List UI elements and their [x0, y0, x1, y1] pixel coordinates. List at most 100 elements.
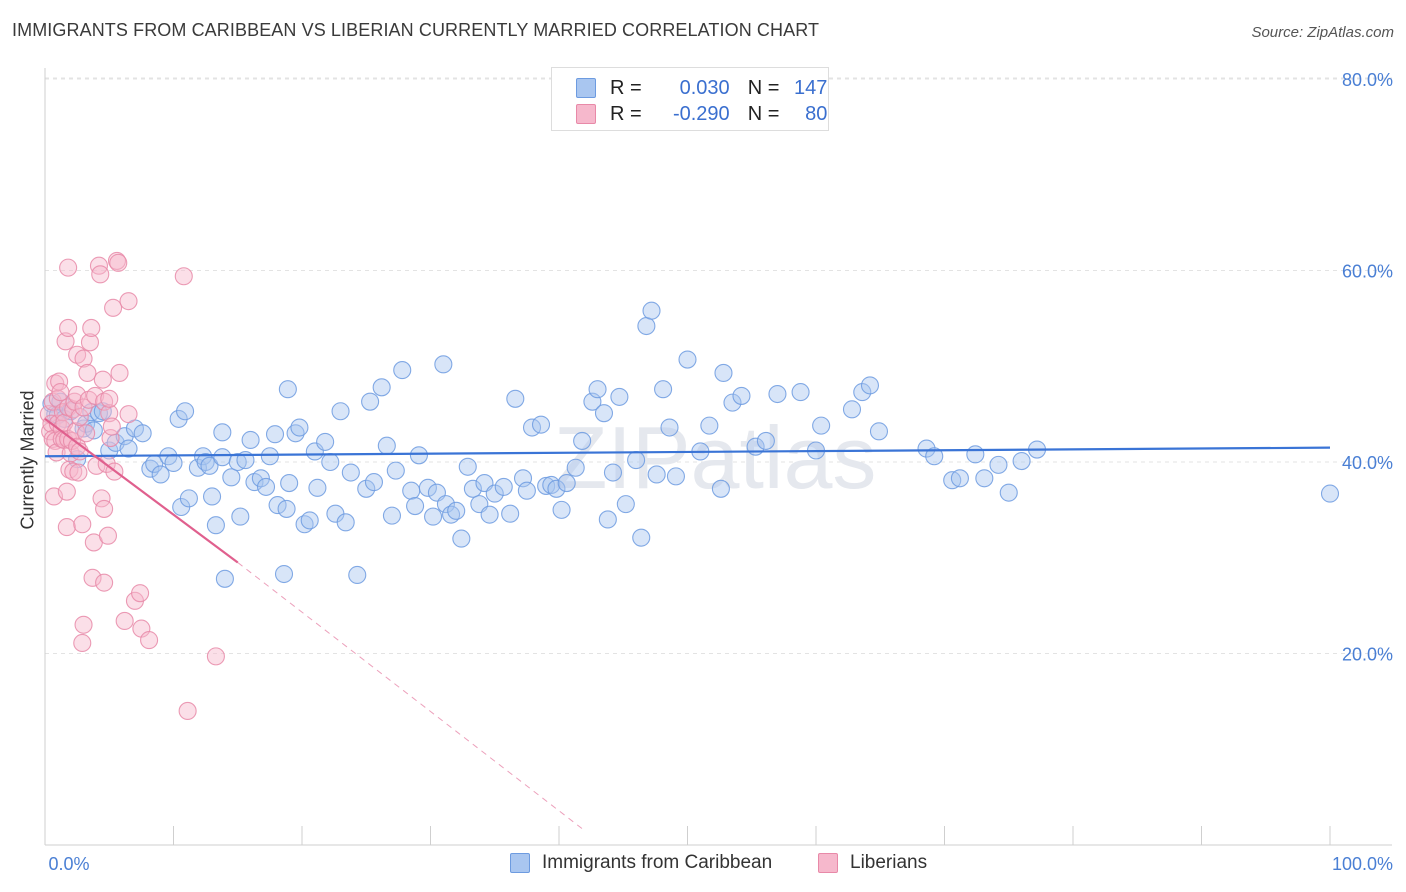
liberian-point — [140, 631, 159, 650]
caribbean-point — [424, 507, 443, 526]
caribbean-point — [700, 416, 719, 435]
caribbean-point — [231, 507, 250, 526]
caribbean-point — [277, 499, 296, 518]
caribbean-point — [989, 455, 1008, 474]
liberian-point — [80, 333, 100, 352]
liberian-point — [74, 615, 93, 634]
caribbean-point — [480, 505, 499, 524]
caribbean-point — [213, 423, 232, 442]
legend-label-caribbean: Immigrants from Caribbean — [542, 852, 773, 873]
caribbean-point — [241, 430, 260, 450]
liberian-point — [100, 404, 119, 423]
caribbean-point — [723, 393, 742, 412]
caribbean-point — [393, 361, 412, 380]
caribbean-point — [265, 425, 285, 444]
liberian-point — [95, 573, 114, 592]
caribbean-point — [418, 478, 437, 497]
caribbean-point — [566, 458, 585, 477]
caribbean-point — [791, 383, 810, 402]
y-tick-label: 40.0% — [1342, 453, 1393, 473]
caribbean-point — [260, 447, 279, 466]
liberian-point — [78, 363, 97, 383]
caribbean-point — [506, 389, 525, 408]
caribbean-point — [573, 431, 592, 450]
legend-n-label: N = — [747, 76, 780, 99]
liberian-point — [119, 405, 138, 424]
y-tick-label: 20.0% — [1342, 645, 1393, 665]
liberian-point — [174, 267, 193, 286]
caribbean-point — [179, 489, 198, 508]
caribbean-point — [200, 456, 219, 475]
caribbean-point — [402, 481, 421, 500]
caribbean-point — [316, 432, 335, 451]
caribbean-point — [812, 416, 831, 435]
legend-r-value: 0.030 — [679, 76, 730, 99]
caribbean-point — [517, 481, 536, 500]
data-points — [39, 251, 1340, 721]
series-legend: Immigrants from Caribbean Liberians — [0, 852, 1406, 876]
caribbean-point — [966, 445, 985, 464]
caribbean-point — [642, 301, 661, 320]
caribbean-point — [251, 469, 270, 488]
trend-line-liberians — [44, 418, 239, 564]
liberian-point — [206, 647, 225, 666]
caribbean-point — [215, 569, 234, 588]
caribbean-point — [268, 496, 287, 515]
liberian-point — [100, 389, 119, 408]
liberian-point — [95, 392, 114, 411]
caribbean-point — [610, 387, 629, 406]
legend-swatch-caribbean — [510, 853, 530, 873]
caribbean-point — [361, 392, 380, 411]
trend-lines — [44, 418, 1331, 832]
caribbean-point — [364, 473, 384, 492]
caribbean-point — [213, 448, 232, 467]
x-tick-label: 0.0% — [48, 854, 89, 874]
y-tick-label: 80.0% — [1342, 70, 1393, 90]
caribbean-point — [860, 376, 880, 395]
caribbean-point — [133, 424, 152, 443]
caribbean-point — [222, 468, 241, 487]
caribbean-point — [372, 378, 391, 397]
caribbean-point — [290, 418, 309, 437]
trend-line-liberians-extension — [237, 562, 586, 832]
caribbean-point — [627, 451, 646, 470]
caribbean-point — [557, 474, 576, 493]
legend-n-value: 80 — [805, 102, 828, 125]
liberian-point — [59, 318, 78, 338]
caribbean-point — [531, 415, 551, 434]
liberian-point — [92, 489, 111, 508]
liberian-point — [56, 332, 75, 351]
legend-swatch-caribbean — [576, 78, 596, 98]
legend-n-value: 147 — [794, 76, 828, 99]
caribbean-point — [274, 564, 294, 584]
caribbean-point — [336, 513, 355, 532]
liberian-point — [57, 518, 76, 537]
caribbean-point — [637, 316, 656, 336]
caribbean-point — [714, 363, 733, 383]
liberian-point — [69, 463, 88, 482]
legend-item-liberians[interactable]: Liberians — [818, 852, 927, 874]
caribbean-point — [176, 402, 195, 421]
caribbean-point — [711, 479, 730, 498]
legend-swatch-liberians — [576, 104, 596, 124]
caribbean-point — [925, 447, 944, 466]
liberian-point — [109, 253, 128, 272]
liberian-point — [57, 482, 76, 501]
caribbean-point — [494, 477, 513, 496]
caribbean-point — [458, 457, 477, 476]
caribbean-point — [228, 452, 247, 472]
liberian-point — [86, 386, 105, 405]
liberian-point — [110, 363, 129, 383]
caribbean-point — [348, 565, 367, 585]
liberian-point — [104, 298, 123, 317]
caribbean-point — [256, 477, 276, 496]
caribbean-point — [341, 463, 360, 482]
source-credit: Source: ZipAtlas.com — [1251, 24, 1394, 41]
legend-item-caribbean[interactable]: Immigrants from Caribbean — [510, 852, 772, 874]
trend-line-caribbean — [44, 446, 1331, 458]
caribbean-point — [300, 511, 319, 530]
caribbean-point — [1012, 451, 1031, 471]
axes — [44, 68, 1392, 846]
caribbean-point — [278, 380, 297, 399]
